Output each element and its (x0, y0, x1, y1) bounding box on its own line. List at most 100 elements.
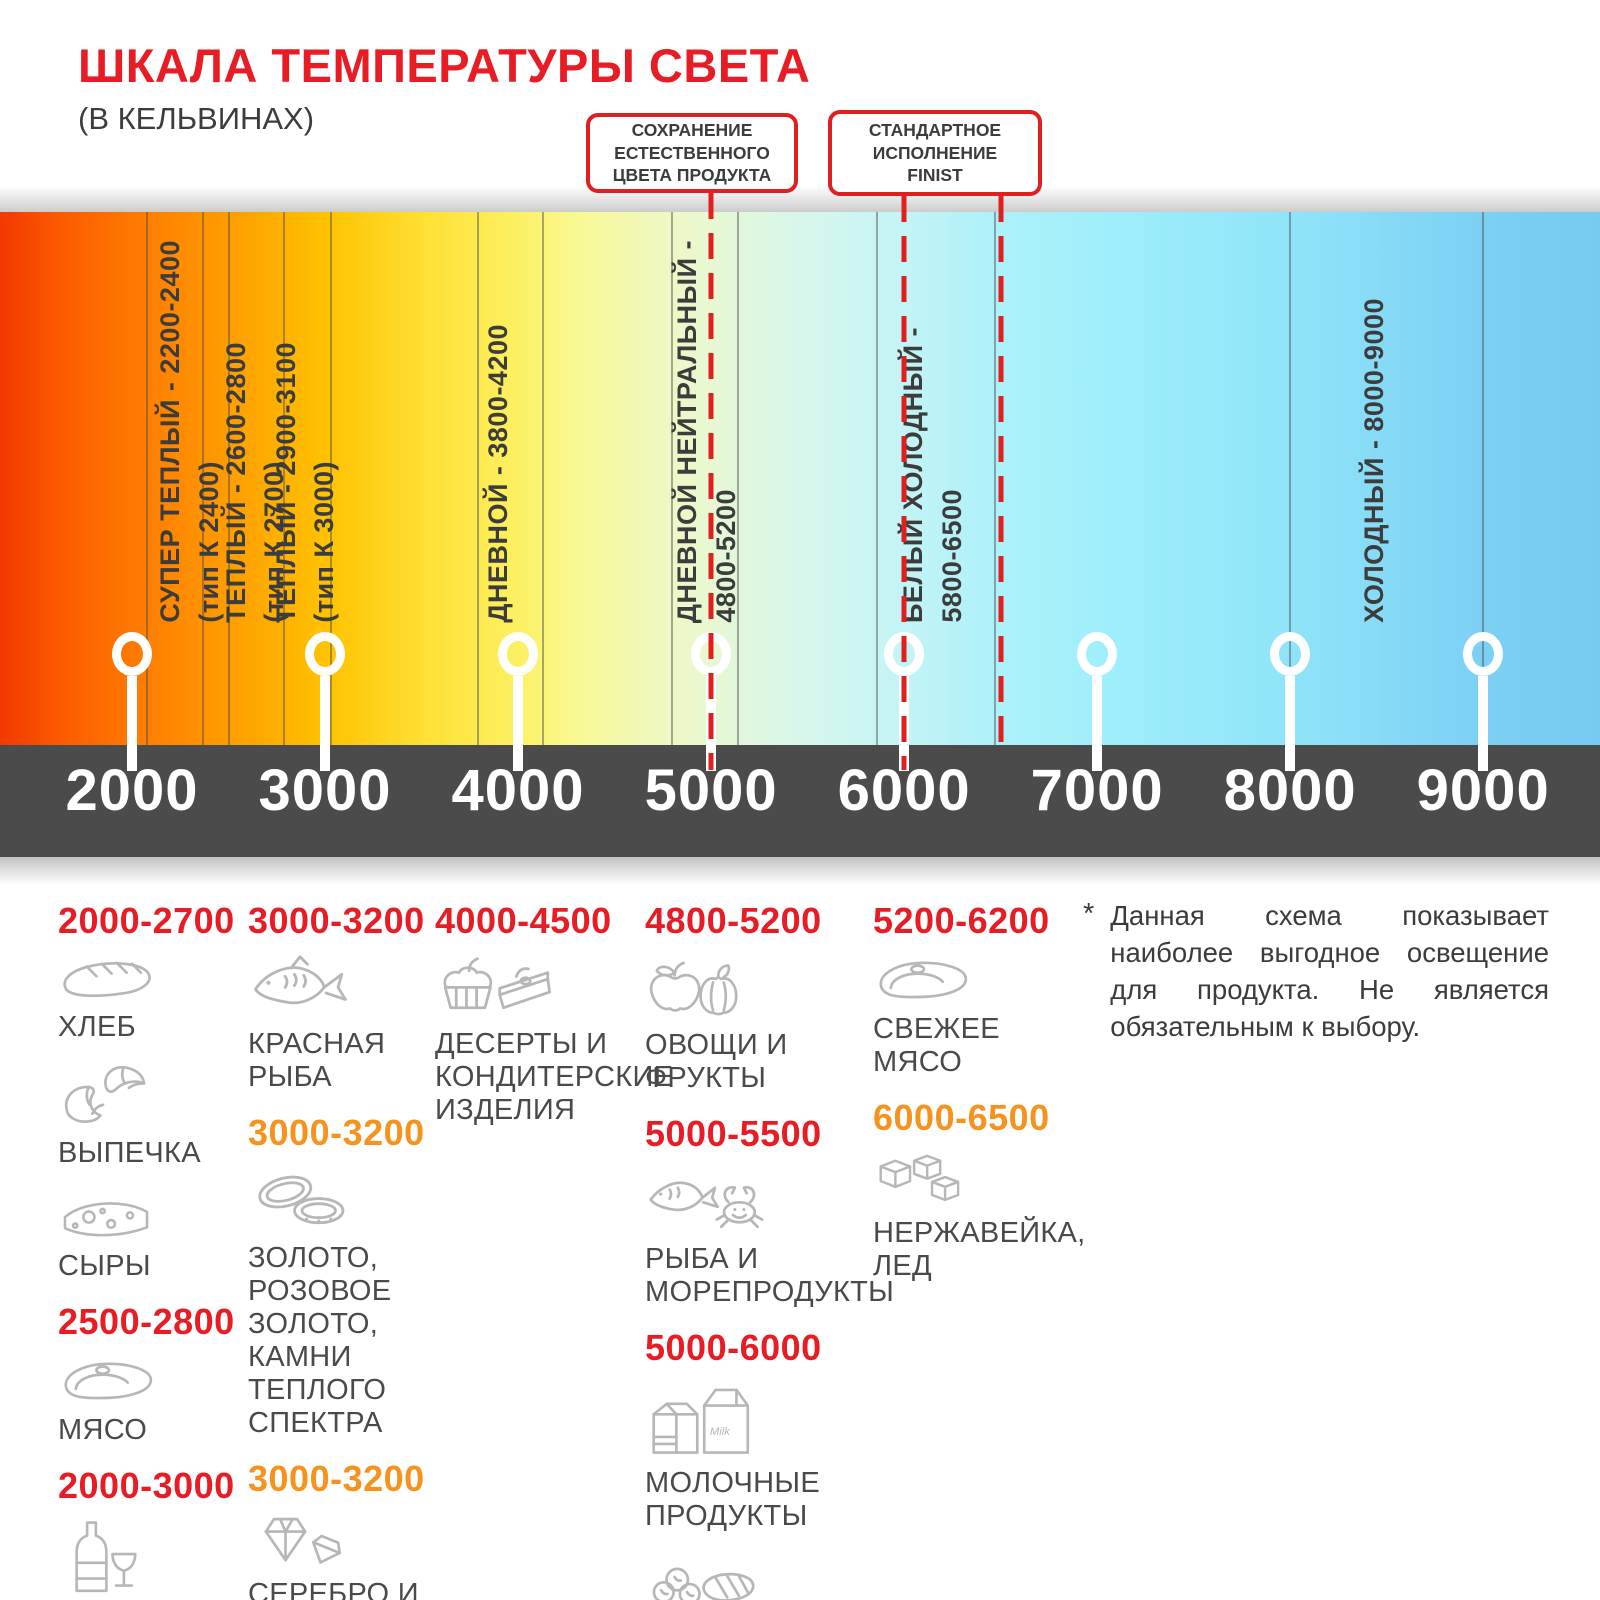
category-group: 5000-6000 Milk МОЛОЧНЫЕ ПРОДУКТЫ ЗАМОРОЖЕНН… (645, 1327, 865, 1600)
footnote-text: Данная схема показывает наиболее выгодно… (1110, 900, 1549, 1042)
zone-divider-line (283, 212, 286, 745)
meat-icon (58, 1355, 243, 1410)
zone-divider-line (993, 212, 996, 745)
bread-icon (58, 954, 243, 1007)
zone-divider-line (876, 212, 879, 745)
scale-marker-stem (1478, 676, 1489, 771)
diamonds-icon (248, 1512, 463, 1574)
zone-label: ДНЕВНОЙ - 3800-4200 (482, 324, 516, 623)
category-label: ХЛЕБ (58, 1011, 136, 1043)
range-header: 3000-3200 (248, 1458, 425, 1500)
croissant-icon (58, 1062, 243, 1133)
zone-label-main: ХОЛОДНЫЙ - 8000-9000 (1359, 298, 1390, 623)
zone-label-main: ДНЕВНОЙ - 3800-4200 (482, 324, 513, 623)
scale-marker-pin (305, 632, 346, 676)
category-item: ЗАМОРОЖЕННЫЕ ПОЛУФАБРИКАТЫ (645, 1551, 865, 1600)
callout-text: СТАНДАРТНОЕ ИСПОЛНЕНИЕ FINIST (868, 119, 1002, 186)
category-item: АКОГОЛЬ (58, 1519, 243, 1600)
scale-marker-pin (498, 632, 539, 676)
desserts-icon (435, 954, 640, 1024)
zone-divider-line (671, 212, 674, 745)
range-header: 2500-2800 (58, 1301, 235, 1343)
scale-marker-pin (1463, 632, 1504, 676)
category-item: КРАСНАЯ РЫБА (248, 954, 463, 1094)
category-group: 4000-4500 ДЕСЕРТЫ И КОНДИТЕРСКИЕ ИЗДЕЛИЯ (435, 900, 674, 1127)
range-header: 3000-3200 (248, 900, 425, 941)
zone-divider-line (146, 212, 149, 745)
category-label: МОЛОЧНЫЕ ПРОДУКТЫ (645, 1467, 821, 1533)
category-item: НЕРЖАВЕЙКА, ЛЕД (873, 1151, 1085, 1283)
category-label: СВЕЖЕЕ МЯСО (873, 1013, 1000, 1079)
category-label: КРАСНАЯ РЫБА (248, 1028, 386, 1094)
zone-label: ХОЛОДНЫЙ - 8000-9000 (1358, 298, 1392, 623)
category-column: 3000-3200 КРАСНАЯ РЫБА 3000-3200 ЗОЛОТО, РО… (248, 900, 463, 1600)
category-label: ЗОЛОТО, РОЗОВОЕ ЗОЛОТО, КАМНИ ТЕПЛОГО СП… (248, 1242, 392, 1440)
range-header: 5000-6000 (645, 1327, 822, 1369)
category-item: СВЕЖЕЕ МЯСО (873, 954, 1073, 1079)
zone-divider-line (227, 212, 230, 745)
range-header: 4800-5200 (645, 900, 822, 941)
kelvin-gradient-scale: СУПЕР ТЕПЛЫЙ - 2200-2400 (тип К 2400) ТЕПЛ… (0, 212, 1600, 771)
category-group: 4800-5200 ОВОЩИ И ФРУКТЫ (645, 900, 865, 1095)
zone-label-main: СУПЕР ТЕПЛЫЙ - 2200-2400 (154, 240, 185, 623)
footnote: * Данная схема показывает наиболее выгод… (1083, 898, 1549, 1045)
ice-icon (873, 1151, 1073, 1213)
zone-label-main: ДНЕВНОЙ НЕЙТРАЛЬНЫЙ - (671, 239, 702, 623)
category-group: 2500-2800 МЯСО (58, 1301, 243, 1447)
range-header: 5000-5500 (645, 1113, 822, 1155)
range-header: 4000-4500 (435, 900, 612, 941)
scale-marker-stem (513, 676, 524, 771)
range-header: 2000-3000 (58, 1465, 235, 1507)
category-group: 2000-3000 АКОГОЛЬ (58, 1465, 243, 1600)
category-item: Milk МОЛОЧНЫЕ ПРОДУКТЫ (645, 1381, 865, 1533)
category-item: СЕРЕБРО И БРИЛЛИАНТЫ (248, 1512, 463, 1600)
category-column: 5200-6200 СВЕЖЕЕ МЯСО 6000-6500 НЕРЖАВЕЙКА,… (873, 900, 1085, 1301)
fish-icon (248, 954, 463, 1024)
category-item: РЫБА И МОРЕПРОДУКТЫ (645, 1167, 894, 1309)
callout-text: СОХРАНЕНИЕ ЕСТЕСТВЕННОГО ЦВЕТА ПРОДУКТА (612, 119, 772, 186)
scale-marker-stem (320, 676, 331, 771)
frozen-icon (645, 1551, 865, 1600)
zone-label-main: ТЕПЛЫЙ - 2600-2800 (220, 342, 251, 623)
category-column: 2000-2700 ХЛЕБ ВЫПЕЧКА СЫРЫ 2500-2800 МЯСО 200… (58, 900, 243, 1600)
zone-label: СУПЕР ТЕПЛЫЙ - 2200-2400 (тип К 2400) (154, 240, 227, 623)
vegfruit-icon (645, 954, 865, 1025)
range-header: 3000-3200 (248, 1112, 425, 1154)
scale-marker-stem (1285, 676, 1296, 771)
zone-divider-line (202, 212, 205, 745)
zone-label-sub: 4800-5200 (710, 489, 741, 623)
category-label: СЕРЕБРО И БРИЛЛИАНТЫ (248, 1578, 419, 1600)
highlight-dashed-line (901, 196, 907, 770)
category-column: 4800-5200 ОВОЩИ И ФРУКТЫ 5000-5500 РЫБА И М… (645, 900, 894, 1600)
category-item: ДЕСЕРТЫ И КОНДИТЕРСКИЕ ИЗДЕЛИЯ (435, 954, 674, 1127)
zone-divider-line (329, 212, 332, 745)
category-column: 4000-4500 ДЕСЕРТЫ И КОНДИТЕРСКИЕ ИЗДЕЛИЯ (435, 900, 674, 1145)
highlight-dashed-line (998, 196, 1004, 745)
category-label: ОВОЩИ И ФРУКТЫ (645, 1029, 788, 1095)
cheese-icon (58, 1188, 243, 1246)
zone-label: БЕЛЫЙ ХОЛОДНЫЙ -5800-6500 (897, 327, 970, 623)
category-item: МЯСО (58, 1355, 243, 1447)
category-group: 6000-6500 НЕРЖАВЕЙКА, ЛЕД (873, 1097, 1085, 1283)
category-group: 2000-2700 ХЛЕБ ВЫПЕЧКА СЫРЫ (58, 900, 243, 1283)
zone-divider-line (737, 212, 740, 745)
category-group: 3000-3200 СЕРЕБРО И БРИЛЛИАНТЫ (248, 1458, 463, 1600)
zone-divider-line (542, 212, 545, 745)
category-group: 3000-3200 КРАСНАЯ РЫБА (248, 900, 463, 1094)
category-label: МЯСО (58, 1414, 148, 1447)
header: ШКАЛА ТЕМПЕРАТУРЫ СВЕТА (В КЕЛЬВИНАХ) (78, 38, 810, 137)
category-label: ВЫПЕЧКА (58, 1137, 201, 1170)
category-item: ХЛЕБ (58, 954, 243, 1044)
category-label: ДЕСЕРТЫ И КОНДИТЕРСКИЕ ИЗДЕЛИЯ (435, 1028, 674, 1127)
callout-finist-standard: СТАНДАРТНОЕ ИСПОЛНЕНИЕ FINIST (828, 110, 1042, 196)
zone-label-main: ТЕПЛЫЙ - 2900-3100 (270, 342, 301, 623)
scale-marker-pin (1077, 632, 1118, 676)
category-label: СЫРЫ (58, 1250, 151, 1283)
axis-bar: 2000 3000 4000 5000 6000 7000 8000 9000 (0, 745, 1600, 857)
svg-text:Milk: Milk (710, 1426, 731, 1438)
category-item: ВЫПЕЧКА (58, 1062, 243, 1170)
seafood-icon (645, 1167, 865, 1239)
scale-marker-pin (1270, 632, 1311, 676)
callout-natural-color: СОХРАНЕНИЕ ЕСТЕСТВЕННОГО ЦВЕТА ПРОДУКТА (586, 113, 798, 193)
footnote-asterisk: * (1083, 898, 1095, 930)
